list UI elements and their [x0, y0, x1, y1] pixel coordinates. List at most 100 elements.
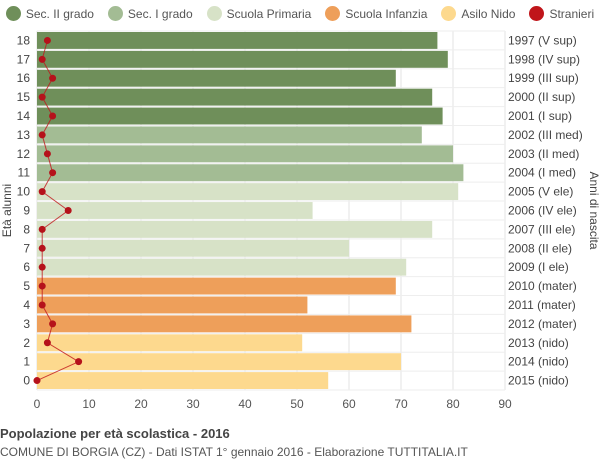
y-tick-label-age: 15: [17, 90, 31, 104]
bar-age-17: [37, 50, 448, 68]
y-tick-label-birth: 2009 (I ele): [508, 260, 569, 274]
y-tick-label-age: 4: [23, 298, 30, 312]
stranieri-point-age-16: [49, 74, 57, 82]
bar-age-8: [37, 220, 433, 238]
bar-age-16: [37, 69, 396, 87]
y-axis-title-right: Anni di nascita: [587, 171, 600, 249]
legend-label-stranieri: Stranieri: [549, 6, 595, 21]
bar-age-18: [37, 32, 438, 49]
y-tick-label-birth: 2000 (II sup): [508, 90, 575, 104]
x-tick-label: 70: [394, 397, 408, 411]
stranieri-point-age-7: [38, 244, 46, 252]
y-tick-label-birth: 2010 (mater): [508, 279, 577, 293]
y-tick-label-birth: 2008 (II ele): [508, 241, 572, 255]
y-tick-label-age: 1: [23, 355, 30, 369]
bar-age-1: [37, 353, 401, 371]
y-tick-label-birth: 2002 (III med): [508, 128, 583, 142]
y-tick-label-birth: 2004 (I med): [508, 166, 576, 180]
x-tick-label: 50: [290, 397, 304, 411]
stranieri-point-age-2: [43, 339, 51, 347]
y-tick-label-birth: 2001 (I sup): [508, 109, 572, 123]
stranieri-point-age-11: [49, 169, 57, 177]
legend-item-sec2: Sec. II grado: [5, 6, 94, 21]
y-tick-label-age: 5: [23, 279, 30, 293]
legend-swatch-inf: [325, 6, 341, 21]
y-tick-label-birth: 2012 (mater): [508, 317, 577, 331]
stranieri-point-age-6: [38, 263, 46, 271]
bar-age-13: [37, 126, 422, 144]
y-tick-label-birth: 2014 (nido): [508, 355, 569, 369]
legend-item-stranieri: Stranieri: [529, 6, 594, 21]
y-tick-label-birth: 2005 (V ele): [508, 185, 573, 199]
x-tick-label: 0: [34, 397, 41, 411]
bar-age-3: [37, 315, 412, 333]
bar-age-6: [37, 258, 407, 276]
stranieri-point-age-18: [43, 36, 51, 44]
y-tick-label-age: 16: [17, 71, 31, 85]
legend-swatch-sec2: [5, 6, 21, 21]
legend-item-prim: Scuola Primaria: [206, 6, 312, 21]
y-tick-label-age: 8: [23, 222, 30, 236]
y-tick-label-age: 10: [17, 185, 31, 199]
bar-age-11: [37, 164, 464, 182]
y-tick-label-age: 11: [18, 166, 31, 180]
x-tick-label: 40: [238, 397, 252, 411]
stranieri-point-age-13: [38, 131, 46, 139]
bar-age-9: [37, 202, 313, 219]
x-tick-label: 90: [498, 397, 512, 411]
y-tick-label-age: 9: [23, 204, 30, 218]
y-tick-label-age: 3: [23, 317, 30, 331]
bar-age-15: [37, 88, 433, 106]
bar-age-14: [37, 107, 443, 125]
y-tick-label-birth: 2003 (II med): [508, 147, 579, 161]
legend-item-sec1: Sec. I grado: [107, 6, 193, 21]
bar-age-10: [37, 183, 459, 201]
stranieri-point-age-14: [49, 112, 57, 120]
stranieri-point-age-8: [38, 225, 46, 233]
bar-age-2: [37, 334, 303, 352]
stranieri-point-age-5: [38, 282, 46, 290]
legend-swatch-sec1: [107, 6, 123, 21]
stranieri-point-age-10: [38, 188, 46, 196]
y-tick-label-birth: 2015 (nido): [508, 374, 569, 388]
chart-title: Popolazione per età scolastica - 2016: [0, 426, 230, 441]
legend-label-sec2: Sec. II grado: [25, 6, 94, 21]
y-tick-label-birth: 2011 (mater): [508, 298, 576, 312]
y-tick-label-birth: 1998 (IV sup): [508, 52, 580, 66]
x-tick-label: 60: [342, 397, 356, 411]
bar-age-12: [37, 145, 453, 163]
x-tick-label: 10: [82, 397, 96, 411]
stranieri-point-age-17: [38, 55, 46, 63]
legend-label-prim: Scuola Primaria: [226, 6, 312, 21]
y-tick-label-birth: 2007 (III ele): [508, 222, 575, 236]
y-tick-label-birth: 2013 (nido): [508, 336, 569, 350]
y-tick-label-age: 13: [17, 128, 31, 142]
bar-age-4: [37, 296, 308, 314]
y-tick-label-age: 6: [23, 260, 30, 274]
legend-label-inf: Scuola Infanzia: [345, 6, 428, 21]
y-tick-label-birth: 2006 (IV ele): [508, 204, 577, 218]
chart-legend: Sec. II grado Sec. I grado Scuola Primaria…: [0, 6, 600, 21]
y-tick-label-age: 2: [23, 336, 30, 350]
y-tick-label-age: 0: [23, 374, 30, 388]
legend-label-nido: Asilo Nido: [461, 6, 516, 21]
x-tick-label: 80: [446, 397, 460, 411]
bar-age-5: [37, 277, 396, 295]
stranieri-point-age-0: [33, 377, 41, 385]
stranieri-point-age-12: [43, 150, 51, 158]
legend-swatch-prim: [206, 6, 222, 21]
legend-item-inf: Scuola Infanzia: [325, 6, 427, 21]
legend-swatch-stranieri: [529, 6, 545, 21]
y-axis-title-left: Età alunni: [0, 184, 14, 237]
y-tick-label-age: 12: [17, 147, 31, 161]
legend-label-sec1: Sec. I grado: [127, 6, 193, 21]
legend-item-nido: Asilo Nido: [441, 6, 515, 21]
y-tick-label-age: 14: [17, 109, 31, 123]
y-tick-label-age: 18: [17, 33, 31, 47]
y-tick-label-age: 17: [17, 52, 31, 66]
stranieri-point-age-3: [49, 320, 57, 328]
y-tick-label-age: 7: [23, 241, 30, 255]
stranieri-point-age-15: [38, 93, 46, 101]
stranieri-point-age-4: [38, 301, 46, 309]
